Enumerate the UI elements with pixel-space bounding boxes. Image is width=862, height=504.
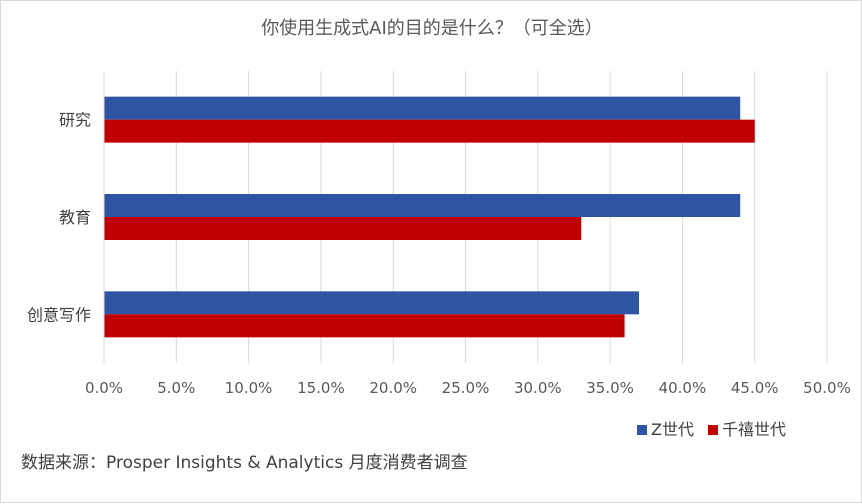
chart-title: 你使用生成式AI的目的是什么？（可全选） bbox=[261, 18, 603, 39]
x-tick-label: 15.0% bbox=[297, 379, 345, 397]
category-label: 研究 bbox=[59, 111, 91, 130]
x-tick-label: 40.0% bbox=[659, 379, 707, 397]
bar-gen-z bbox=[104, 96, 741, 120]
x-tick-label: 5.0% bbox=[157, 379, 195, 397]
bar-millennial bbox=[104, 217, 582, 240]
bar-millennial bbox=[104, 314, 625, 338]
legend-label: Z世代 bbox=[651, 420, 694, 439]
bar-gen-z bbox=[104, 194, 741, 217]
x-tick-label: 10.0% bbox=[225, 379, 273, 397]
x-tick-label: 30.0% bbox=[514, 379, 562, 397]
legend-swatch bbox=[637, 425, 647, 435]
x-tick-label: 20.0% bbox=[369, 379, 417, 397]
category-label: 创意写作 bbox=[27, 305, 91, 324]
legend-label: 千禧世代 bbox=[722, 420, 786, 439]
x-tick-label: 0.0% bbox=[85, 379, 123, 397]
x-tick-label: 50.0% bbox=[803, 379, 851, 397]
x-tick-label: 25.0% bbox=[442, 379, 490, 397]
source-note: 数据来源：Prosper Insights & Analytics 月度消费者调… bbox=[21, 453, 468, 473]
legend-swatch bbox=[707, 425, 718, 435]
x-axis-ticks: 0.0% 5.0% 10.0% 15.0% 20.0% 25.0% 30.0% 35.0% 40… bbox=[85, 379, 851, 397]
bar-millennial bbox=[104, 119, 755, 143]
bars bbox=[104, 96, 755, 338]
bar-gen-z bbox=[104, 291, 640, 315]
x-tick-label: 45.0% bbox=[731, 379, 779, 397]
legend: Z世代 千禧世代 bbox=[637, 420, 786, 439]
x-tick-label: 35.0% bbox=[586, 379, 634, 397]
category-label: 教育 bbox=[59, 208, 91, 227]
